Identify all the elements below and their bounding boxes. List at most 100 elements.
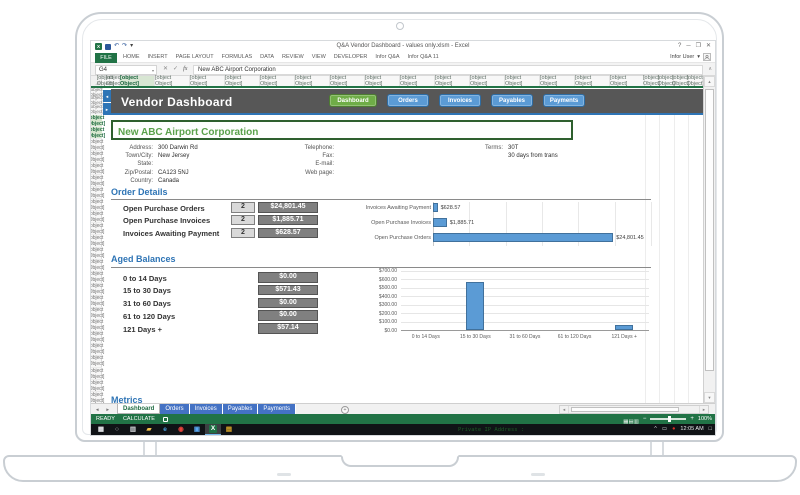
column-header[interactable]: [object Object] (120, 75, 155, 87)
column-header[interactable]: [object Object] (225, 75, 260, 87)
horizontal-scrollbar-thumb[interactable] (571, 406, 679, 412)
page-break-view-icon[interactable]: ▥ (633, 419, 639, 425)
column-header[interactable]: [object Object] (105, 75, 124, 87)
amount-cell[interactable]: $1,885.71 (258, 214, 318, 226)
customize-qat-icon[interactable]: ▾ (130, 43, 134, 49)
ribbon-tab[interactable]: REVIEW (282, 54, 304, 60)
insert-function-button[interactable]: fx (183, 65, 188, 72)
horizontal-scrollbar[interactable]: ◄ ► (559, 405, 709, 414)
cancel-button[interactable]: ✕ (163, 66, 169, 72)
row-header[interactable]: [object Object] (90, 367, 105, 381)
amount-cell[interactable]: $24,801.45 (258, 202, 318, 213)
column-header[interactable]: [object Object] (657, 75, 675, 87)
page-layout-view-icon[interactable]: ▤ (628, 419, 634, 425)
amount-cell[interactable]: $571.43 (258, 284, 318, 296)
notes-icon[interactable]: ▤ (221, 424, 237, 435)
scroll-left-button[interactable]: ◄ (103, 90, 111, 102)
column-header[interactable]: [object Object] (470, 75, 505, 87)
display-icon[interactable]: ▭ (661, 426, 668, 432)
dashboard-nav-button[interactable]: Payables (491, 94, 533, 107)
enter-button[interactable]: ✓ (173, 66, 179, 72)
ribbon-tab[interactable]: Infor Q&A 11 (407, 54, 439, 60)
formula-input[interactable]: New ABC Airport Corporation (193, 64, 703, 75)
count-cell[interactable]: 2 (231, 202, 255, 213)
macro-record-icon[interactable] (162, 416, 168, 422)
zoom-in-button[interactable]: + (690, 416, 694, 422)
notification-dot-icon[interactable]: ● (672, 426, 676, 432)
sheet-tab[interactable]: Payments (258, 404, 297, 414)
row-header[interactable]: [object Object] (90, 295, 105, 308)
vertical-scrollbar-thumb[interactable] (705, 89, 714, 371)
sheet-tab[interactable]: Orders (160, 404, 190, 414)
excel-app-icon[interactable]: X (95, 43, 102, 50)
row-header[interactable]: [object Object] (90, 150, 105, 164)
row-header[interactable]: [object Object] (90, 379, 105, 393)
row-header[interactable]: [object Object] (90, 235, 105, 248)
ribbon-tab[interactable]: Infor Q&A (375, 54, 400, 60)
save-icon[interactable] (105, 43, 111, 50)
task-view-icon[interactable]: ▥ (125, 424, 141, 435)
column-header[interactable]: [object Object] (295, 75, 330, 87)
sheet-tab[interactable]: Invoices (189, 404, 223, 414)
column-header[interactable]: [object Object] (365, 75, 400, 87)
close-button[interactable]: ✕ (705, 43, 711, 49)
column-header[interactable]: [object Object] (610, 75, 645, 87)
dashboard-nav-button[interactable]: Invoices (439, 94, 481, 107)
column-header[interactable]: [object Object] (190, 75, 225, 87)
row-header[interactable]: [object Object] (90, 162, 105, 176)
count-cell[interactable]: 2 (231, 214, 255, 226)
restore-button[interactable]: ❐ (695, 43, 701, 49)
row-header[interactable]: [object Object] (90, 103, 104, 114)
sheet-nav-left-icon[interactable]: ◄ (95, 406, 100, 412)
zoom-slider[interactable] (650, 416, 687, 422)
scroll-right-button[interactable]: ► (103, 103, 111, 115)
scroll-down-icon[interactable]: ▼ (704, 392, 715, 403)
amount-cell[interactable]: $628.57 (258, 227, 318, 239)
vertical-scrollbar[interactable]: ▲ ▼ (703, 76, 715, 403)
redo-icon[interactable]: ↷ (122, 43, 128, 49)
row-header[interactable]: [object Object] (90, 210, 105, 224)
row-header[interactable]: [object Object] (90, 307, 105, 320)
column-header[interactable]: [object Object] (260, 75, 295, 87)
ribbon-tab[interactable]: VIEW (311, 54, 326, 60)
sheet-tab[interactable]: Dashboard (117, 404, 161, 414)
row-header[interactable]: [object Object] (90, 343, 105, 356)
amount-cell[interactable]: $0.00 (258, 297, 318, 309)
column-header[interactable]: [object Object] (155, 75, 190, 87)
row-header[interactable]: [object Object] (90, 186, 105, 200)
photos-icon[interactable]: ▣ (189, 424, 205, 435)
file-explorer-icon[interactable]: ▰ (141, 424, 157, 435)
row-header[interactable]: [object Object] (90, 331, 105, 344)
row-header[interactable]: [object Object] (90, 174, 105, 188)
row-header[interactable]: [object Object] (90, 355, 105, 368)
column-header[interactable]: [object Object] (672, 75, 690, 87)
row-header[interactable]: [object Object] (90, 198, 105, 212)
action-center-icon[interactable]: □ (708, 426, 712, 432)
excel-icon[interactable]: X (205, 424, 221, 435)
row-header[interactable]: [object Object] (90, 114, 106, 128)
count-cell[interactable]: 2 (231, 227, 255, 239)
column-header[interactable]: [object Object] (330, 75, 365, 87)
ribbon-tab[interactable]: INSERT (147, 54, 168, 60)
ribbon-tab[interactable]: DEVELOPER (333, 54, 368, 60)
formula-bar-expand-icon[interactable]: ∧ (708, 66, 712, 72)
dashboard-nav-button[interactable]: Orders (387, 94, 429, 107)
vendor-name-cell[interactable]: New ABC Airport Corporation (111, 120, 573, 140)
help-button[interactable]: ? (677, 43, 682, 49)
hscroll-right-icon[interactable]: ► (699, 406, 708, 413)
hscroll-left-icon[interactable]: ◄ (560, 406, 569, 413)
search-icon[interactable]: ○ (109, 424, 125, 435)
scroll-up-icon[interactable]: ▲ (704, 76, 715, 87)
zoom-out-button[interactable]: − (642, 416, 647, 422)
new-sheet-button[interactable]: + (341, 405, 349, 414)
select-all-corner[interactable] (91, 76, 102, 86)
calculate-status[interactable]: CALCULATE (122, 416, 155, 422)
account-area[interactable]: Infor User ▾ (670, 52, 711, 62)
column-header[interactable]: [object Object] (575, 75, 610, 87)
amount-cell[interactable]: $0.00 (258, 310, 318, 321)
zoom-level[interactable]: 100% (697, 416, 712, 422)
row-header[interactable]: [object Object] (90, 319, 105, 332)
ribbon-tab[interactable]: DATA (260, 54, 275, 60)
name-box-caret-icon[interactable]: ▾ (151, 67, 154, 73)
row-header[interactable]: [object Object] (90, 86, 104, 97)
